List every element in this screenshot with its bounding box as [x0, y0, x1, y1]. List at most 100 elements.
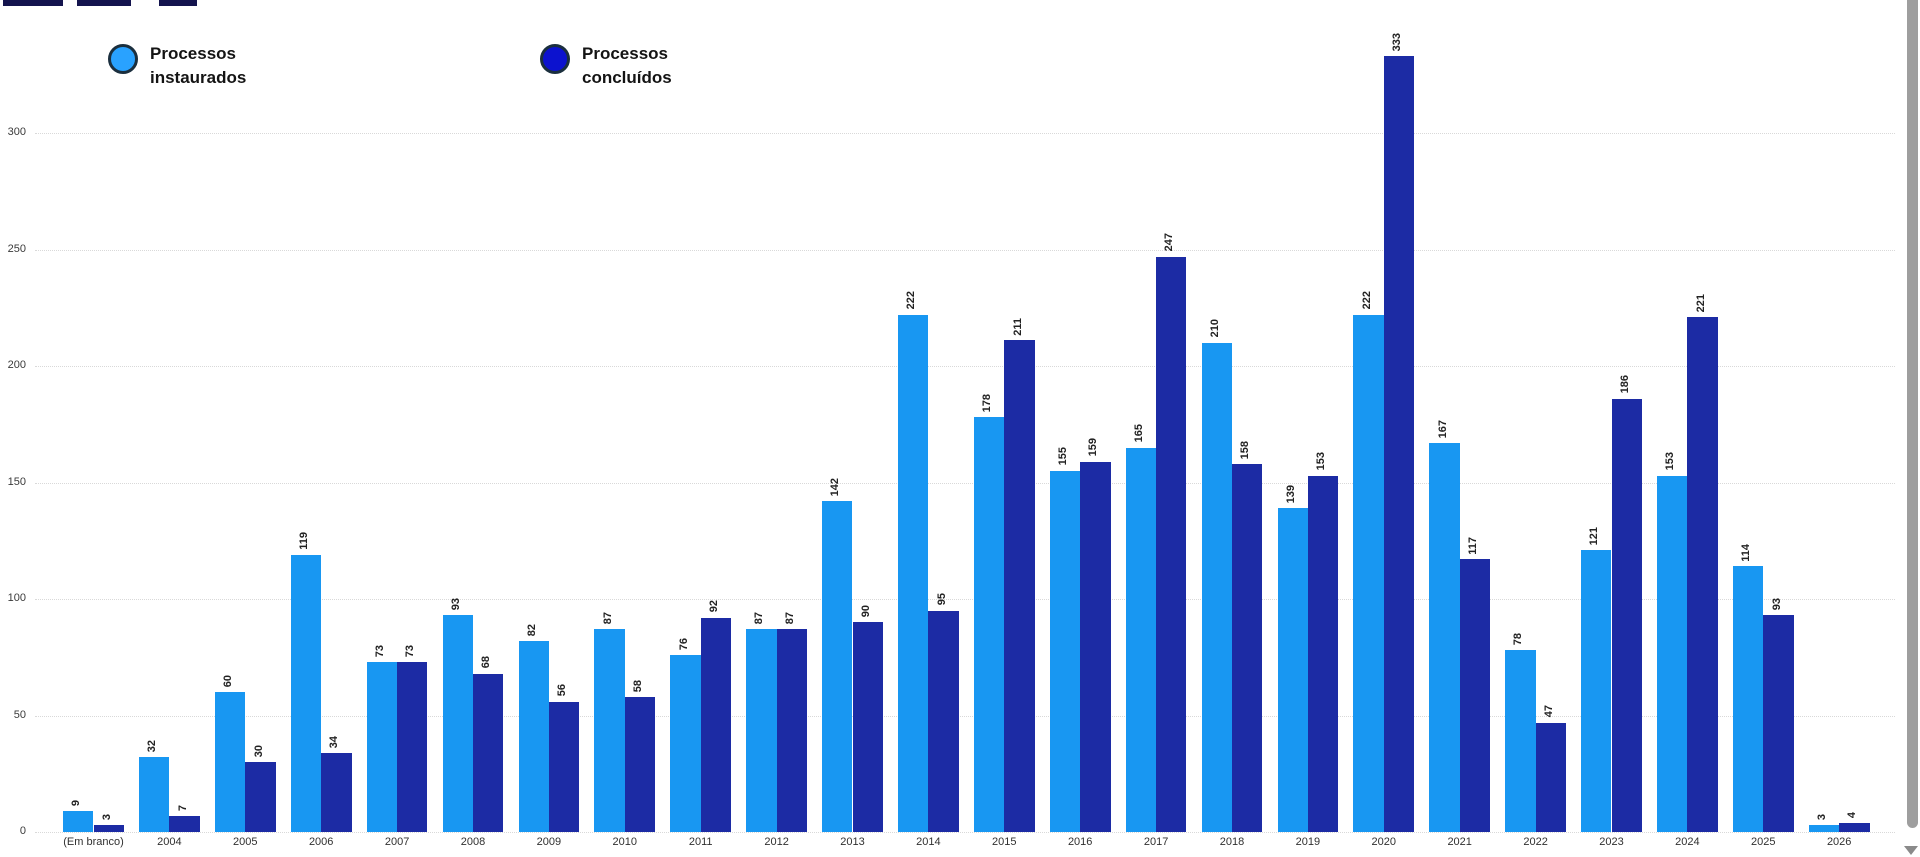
x-axis-tick-label: 2026: [1826, 836, 1852, 848]
data-label: 3: [1816, 813, 1828, 820]
data-label: 155: [1057, 447, 1069, 466]
bar-instaurados-(Em branco)[interactable]: [63, 811, 94, 832]
data-label: 68: [480, 656, 493, 669]
x-axis-tick-label: 2006: [308, 836, 334, 848]
bar-instaurados-2022[interactable]: [1505, 650, 1536, 832]
scrollbar-thumb[interactable]: [1907, 0, 1918, 828]
x-axis-tick-label: 2005: [233, 836, 258, 848]
data-label: 60: [222, 674, 235, 688]
bar-concluidos-2007[interactable]: [397, 661, 428, 832]
y-axis-tick-label: 200: [7, 359, 26, 371]
bar-concluidos-2021[interactable]: [1459, 559, 1491, 832]
data-label: 58: [632, 679, 644, 692]
x-axis-tick-label: 2008: [460, 836, 486, 848]
bar-concluidos-2026[interactable]: [1839, 822, 1870, 832]
x-axis-tick-label: 2023: [1599, 836, 1624, 848]
bar-instaurados-2011[interactable]: [670, 654, 701, 832]
bar-concluidos-2008[interactable]: [473, 673, 504, 832]
bar-instaurados-2014[interactable]: [898, 314, 929, 832]
bar-concluidos-2011[interactable]: [700, 617, 732, 832]
clipped-title-fragment: [3, 0, 63, 6]
data-label: 159: [1087, 438, 1100, 457]
bar-instaurados-2013[interactable]: [822, 501, 853, 832]
bar-instaurados-2017[interactable]: [1125, 447, 1157, 832]
bar-concluidos-2004[interactable]: [169, 815, 200, 832]
bar-concluidos-2022[interactable]: [1535, 722, 1566, 832]
data-label: 121: [1588, 526, 1601, 546]
bar-instaurados-2021[interactable]: [1429, 442, 1460, 832]
bar-instaurados-2012[interactable]: [746, 629, 777, 832]
bar-instaurados-2020[interactable]: [1353, 314, 1384, 832]
bar-instaurados-2008[interactable]: [442, 615, 473, 832]
data-label: 82: [525, 623, 538, 636]
bar-instaurados-2025[interactable]: [1732, 566, 1764, 832]
data-label: 153: [1664, 452, 1677, 471]
bar-concluidos-2023[interactable]: [1611, 398, 1642, 832]
data-label: 117: [1466, 536, 1479, 555]
bar-instaurados-2005[interactable]: [214, 692, 246, 832]
x-axis-tick-label: 2010: [612, 836, 638, 848]
clipped-title-fragment: [159, 0, 197, 6]
bar-concluidos-2025[interactable]: [1763, 615, 1794, 832]
x-axis-tick-label: 2018: [1219, 836, 1245, 848]
data-label: 139: [1284, 484, 1297, 504]
bar-instaurados-2004[interactable]: [139, 757, 170, 832]
bar-concluidos-2006[interactable]: [321, 752, 352, 832]
bar-concluidos-2009[interactable]: [548, 701, 580, 832]
bar-concluidos-2024[interactable]: [1687, 317, 1718, 832]
vertical-scrollbar[interactable]: [1904, 0, 1920, 857]
bar-concluidos-2015[interactable]: [1004, 340, 1035, 832]
data-label: 78: [1512, 633, 1525, 646]
bar-instaurados-2016[interactable]: [1049, 470, 1081, 832]
bar-concluidos-2005[interactable]: [245, 762, 276, 832]
x-axis-tick-label: 2004: [157, 836, 182, 848]
gridline-y-150: [35, 483, 1895, 484]
data-label: 222: [905, 291, 918, 310]
x-axis-tick-label: 2021: [1447, 836, 1472, 848]
bar-concluidos-2017[interactable]: [1156, 256, 1187, 832]
bar-concluidos-2014[interactable]: [928, 610, 959, 832]
x-axis-tick-label: 2007: [384, 836, 410, 848]
bar-instaurados-2015[interactable]: [973, 417, 1005, 832]
data-label: 90: [859, 605, 872, 618]
bar-concluidos-(Em branco)[interactable]: [93, 825, 124, 832]
data-label: 87: [753, 612, 766, 625]
bar-instaurados-2009[interactable]: [518, 640, 549, 832]
bar-concluidos-2012[interactable]: [776, 629, 807, 832]
bar-instaurados-2006[interactable]: [290, 554, 322, 832]
data-label: 211: [1011, 317, 1024, 336]
bar-concluidos-2019[interactable]: [1307, 475, 1339, 832]
bar-concluidos-2018[interactable]: [1232, 463, 1263, 832]
legend-label-concluidos: Processos concluídos: [582, 44, 672, 87]
bar-concluidos-2016[interactable]: [1080, 461, 1111, 832]
data-label: 76: [677, 637, 690, 650]
legend-item-instaurados[interactable]: Processos instaurados: [108, 42, 270, 90]
y-axis-tick-label: 0: [19, 825, 26, 837]
data-label: 93: [449, 598, 462, 611]
bar-concluidos-2010[interactable]: [624, 696, 656, 832]
bar-instaurados-2010[interactable]: [594, 629, 625, 832]
gridline-y-50: [35, 716, 1895, 717]
data-label: 165: [1132, 424, 1145, 443]
x-axis-tick-label: 2011: [688, 836, 713, 848]
scroll-down-arrow-icon[interactable]: [1904, 846, 1918, 855]
bar-instaurados-2023[interactable]: [1581, 550, 1612, 832]
data-label: 32: [146, 740, 159, 753]
data-label: 4: [1846, 811, 1859, 818]
gridline-y-200: [35, 366, 1895, 367]
bar-instaurados-2019[interactable]: [1277, 508, 1308, 832]
bar-concluidos-2020[interactable]: [1383, 56, 1415, 832]
x-axis-tick-label: 2016: [1067, 836, 1093, 848]
bar-instaurados-2007[interactable]: [366, 661, 398, 832]
data-label: 92: [707, 600, 720, 613]
bar-instaurados-2018[interactable]: [1201, 342, 1232, 832]
legend-item-concluidos[interactable]: Processos concluídos: [540, 42, 702, 90]
bar-instaurados-2026[interactable]: [1808, 825, 1840, 832]
bar-concluidos-2013[interactable]: [852, 622, 883, 832]
bar-instaurados-2024[interactable]: [1657, 475, 1688, 832]
data-label: 247: [1163, 233, 1176, 252]
y-axis-tick-label: 50: [13, 709, 26, 721]
data-label: 87: [601, 612, 614, 625]
